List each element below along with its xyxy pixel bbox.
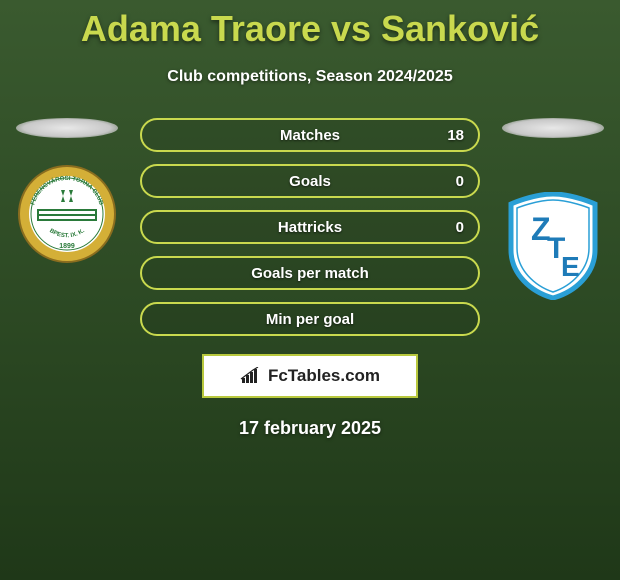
- team-badge-right: Z T E: [503, 192, 603, 300]
- svg-text:1899: 1899: [59, 243, 75, 250]
- team-badge-left: FERENCVÁROSI TORNA CLUB BPEST. IX. K. 18…: [17, 164, 117, 264]
- left-column: FERENCVÁROSI TORNA CLUB BPEST. IX. K. 18…: [12, 118, 122, 264]
- brand-box[interactable]: FcTables.com: [202, 354, 418, 398]
- ferencvaros-badge-icon: FERENCVÁROSI TORNA CLUB BPEST. IX. K. 18…: [17, 164, 117, 264]
- stat-label: Goals: [289, 173, 331, 190]
- content-row: FERENCVÁROSI TORNA CLUB BPEST. IX. K. 18…: [0, 118, 620, 336]
- stat-row-goals: Goals 0: [140, 164, 480, 198]
- stat-label: Min per goal: [266, 311, 354, 328]
- stat-label: Goals per match: [251, 265, 369, 282]
- stat-row-hattricks: Hattricks 0: [140, 210, 480, 244]
- subtitle: Club competitions, Season 2024/2025: [0, 68, 620, 86]
- stats-column: Matches 18 Goals 0 Hattricks 0 Goals per…: [140, 118, 480, 336]
- date-text: 17 february 2025: [0, 418, 620, 439]
- stat-value-right: 0: [456, 219, 464, 236]
- stat-value-right: 0: [456, 173, 464, 190]
- player-shadow-left: [16, 118, 118, 138]
- stat-label: Hattricks: [278, 219, 342, 236]
- stat-row-min-per-goal: Min per goal: [140, 302, 480, 336]
- right-column: Z T E: [498, 118, 608, 300]
- stat-label: Matches: [280, 127, 340, 144]
- stat-value-right: 18: [447, 127, 464, 144]
- page-title: Adama Traore vs Sanković: [0, 0, 620, 50]
- svg-text:E: E: [561, 251, 580, 282]
- brand-text: FcTables.com: [268, 366, 380, 386]
- zte-badge-icon: Z T E: [503, 192, 603, 300]
- stat-row-goals-per-match: Goals per match: [140, 256, 480, 290]
- bar-chart-icon: [240, 367, 262, 385]
- stat-row-matches: Matches 18: [140, 118, 480, 152]
- player-shadow-right: [502, 118, 604, 138]
